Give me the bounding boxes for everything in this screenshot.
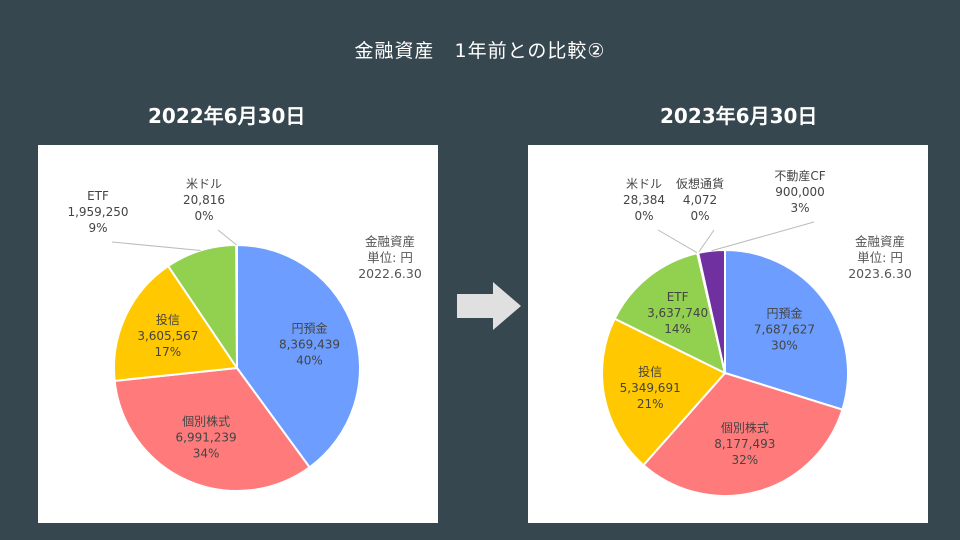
- pie-slice: [113, 264, 239, 382]
- pie-slice: [601, 317, 727, 467]
- leader-line: [217, 229, 237, 246]
- pie-slice: [642, 371, 844, 497]
- leader-line: [657, 229, 698, 254]
- slice-label-line: 不動産CF: [774, 168, 825, 183]
- pie-panel-2022: 円預金 8,369,439 40% 個別株式 6,991,239 34% 投信 3,605,5…: [38, 145, 438, 523]
- slice-label-line: 3,605,567: [137, 329, 198, 343]
- slice-label-line: 900,000: [775, 185, 825, 199]
- slice-label-line: 6,991,239: [176, 431, 237, 445]
- slice-label-line: 0%: [634, 209, 653, 223]
- right-arrow-icon: [457, 282, 521, 330]
- slice-label-line: 8,369,439: [279, 337, 340, 351]
- slice-label-line: 仮想通貨: [676, 176, 724, 191]
- slice-label-line: 米ドル: [186, 177, 222, 191]
- chart-meta-label-line: 金融資産: [365, 234, 415, 249]
- pie-slice: [236, 243, 361, 469]
- date-heading-2023: 2023年6月30日: [660, 104, 818, 128]
- slice-label: 円預金 8,369,439 40%: [279, 320, 340, 367]
- slice-label-line: 個別株式: [721, 420, 769, 435]
- pie-panel-2023: 円預金 7,687,627 30% 個別株式 8,177,493 32% 投信 5,349,6…: [528, 145, 928, 523]
- slice-label-line: 0%: [690, 209, 709, 223]
- pie-slice: [113, 366, 311, 492]
- chart-meta-label-line: 2022.6.30: [358, 266, 422, 281]
- slice-label-line: 4,072: [683, 193, 717, 207]
- slice-label-line: 21%: [637, 397, 664, 411]
- pie-chart-2022: 円預金 8,369,439 40% 個別株式 6,991,239 34% 投信 3,605,5…: [67, 177, 422, 492]
- slice-label-line: 3%: [790, 201, 809, 215]
- date-heading-2022: 2022年6月30日: [148, 104, 306, 128]
- slice-label-line: 個別株式: [182, 414, 230, 429]
- pie-slice: [613, 251, 727, 375]
- slice-label: 投信 3,605,567 17%: [137, 312, 198, 359]
- slice-label-line: ETF: [87, 189, 109, 203]
- slice-label: 米ドル 20,816 0%: [183, 177, 225, 223]
- slide-title: 金融資産 1年前との比較②: [354, 40, 606, 62]
- leader-line: [697, 229, 715, 254]
- slice-label-line: 14%: [664, 322, 691, 336]
- slice-label-line: 8,177,493: [714, 437, 775, 451]
- pie-chart-2023: 円預金 7,687,627 30% 個別株式 8,177,493 32% 投信 5,349,6…: [601, 168, 912, 497]
- slice-label: 投信 5,349,691 21%: [620, 364, 681, 411]
- slice-label-line: 円預金: [766, 305, 802, 320]
- slice-label-line: 米ドル: [626, 177, 662, 191]
- chart-meta-label-line: 2023.6.30: [848, 266, 912, 281]
- leader-line: [111, 241, 201, 251]
- slice-label: 不動産CF 900,000 3%: [774, 168, 825, 215]
- slice-label: 米ドル 28,384 0%: [623, 177, 665, 223]
- slice-label-line: ETF: [667, 290, 689, 304]
- chart-meta-label: 金融資産単位: 円 2022.6.30: [358, 234, 422, 281]
- slice-label-line: 投信: [156, 312, 180, 327]
- slice-label-line: 0%: [194, 209, 213, 223]
- slice-label-line: 30%: [771, 338, 798, 352]
- chart-meta-label: 金融資産単位: 円 2023.6.30: [848, 234, 912, 281]
- slice-label-line: 7,687,627: [754, 322, 815, 336]
- slice-label-line: 17%: [155, 345, 182, 359]
- slice-label-line: 34%: [193, 447, 220, 461]
- chart-meta-label-line: 単位: 円: [857, 250, 903, 265]
- leader-line: [711, 221, 815, 252]
- slice-label-line: 3,637,740: [647, 306, 708, 320]
- slice-label-line: 28,384: [623, 193, 665, 207]
- slice-label: ETF 1,959,250 9%: [67, 189, 128, 235]
- pie-slice: [724, 248, 849, 411]
- slice-label-line: 40%: [296, 353, 323, 367]
- slice-label: 円預金 7,687,627 30%: [754, 305, 815, 352]
- slice-label-line: 20,816: [183, 193, 225, 207]
- pie-slice: [235, 243, 238, 369]
- slice-label: 仮想通貨 4,072 0%: [676, 176, 724, 223]
- chart-meta-label-line: 単位: 円: [367, 250, 413, 265]
- slice-label: ETF 3,637,740 14%: [647, 290, 708, 336]
- slice-label-line: 5,349,691: [620, 381, 681, 395]
- slice-label-line: 投信: [638, 364, 662, 379]
- slice-label: 個別株式 6,991,239 34%: [176, 414, 237, 461]
- slice-label-line: 32%: [731, 453, 758, 467]
- slice-label-line: 9%: [88, 221, 107, 235]
- slice-label: 個別株式 8,177,493 32%: [714, 420, 775, 467]
- slice-label-line: 1,959,250: [67, 205, 128, 219]
- chart-meta-label-line: 金融資産: [855, 234, 905, 249]
- slice-label-line: 円預金: [291, 320, 327, 335]
